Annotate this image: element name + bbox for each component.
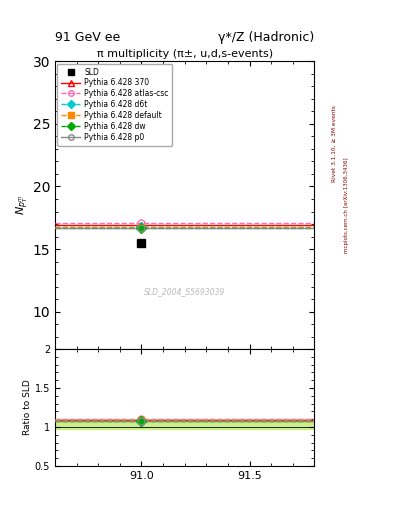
Text: Rivet 3.1.10, ≥ 3M events: Rivet 3.1.10, ≥ 3M events (332, 105, 337, 182)
Title: π multiplicity (π±, u,d,s-events): π multiplicity (π±, u,d,s-events) (97, 49, 273, 59)
Y-axis label: Ratio to SLD: Ratio to SLD (23, 379, 32, 435)
Bar (55, 419, 314, 429)
Legend: SLD, Pythia 6.428 370, Pythia 6.428 atlas-csc, Pythia 6.428 d6t, Pythia 6.428 de: SLD, Pythia 6.428 370, Pythia 6.428 atla… (57, 63, 172, 146)
Y-axis label: $N_{p_T^m}$: $N_{p_T^m}$ (14, 195, 30, 216)
Text: 91 GeV ee: 91 GeV ee (55, 31, 120, 44)
Text: mcplots.cern.ch [arXiv:1306.3436]: mcplots.cern.ch [arXiv:1306.3436] (344, 157, 349, 252)
Text: γ*/Z (Hadronic): γ*/Z (Hadronic) (218, 31, 314, 44)
Text: SLD_2004_S5693039: SLD_2004_S5693039 (144, 287, 225, 296)
